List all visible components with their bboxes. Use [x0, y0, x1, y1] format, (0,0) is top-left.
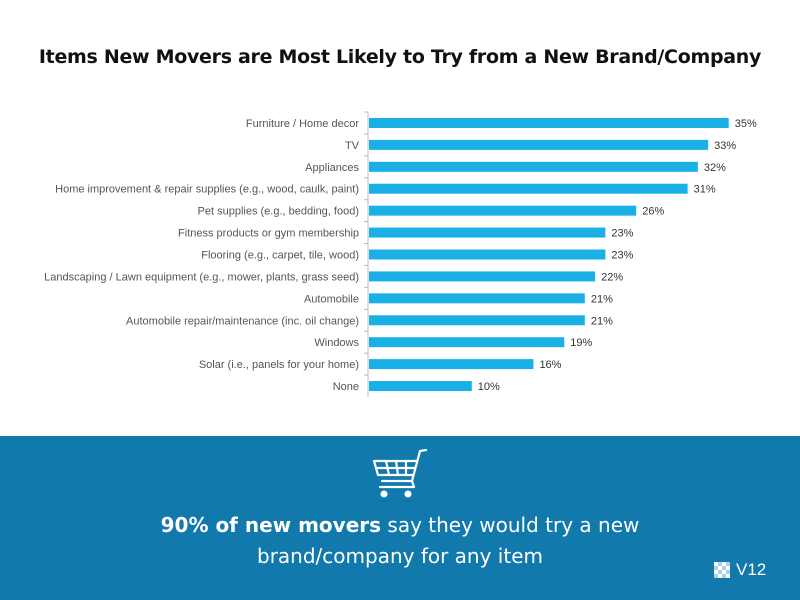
bar	[369, 183, 688, 194]
value-label: 19%	[570, 337, 592, 349]
shopping-cart-icon	[372, 448, 428, 498]
banner-line2: brand/company for any item	[257, 544, 543, 568]
bar	[369, 117, 729, 128]
category-label: Pet supplies (e.g., bedding, food)	[198, 206, 359, 218]
value-label: 22%	[601, 271, 623, 283]
value-label: 33%	[714, 140, 736, 152]
bar	[369, 315, 585, 326]
value-label: 16%	[539, 359, 561, 371]
category-label: Automobile	[304, 293, 359, 305]
value-label: 23%	[611, 250, 633, 262]
bar	[369, 205, 637, 216]
bar-chart: Furniture / Home decor 35% TV 33% Appliances…	[44, 111, 757, 397]
value-label: 32%	[704, 162, 726, 174]
category-label: Automobile repair/maintenance (inc. oil …	[126, 315, 359, 327]
category-label: Appliances	[305, 162, 359, 174]
category-label: Furniture / Home decor	[246, 118, 359, 130]
value-label: 35%	[735, 118, 757, 130]
category-label: Home improvement & repair supplies (e.g.…	[55, 184, 359, 196]
category-label: Solar (i.e., panels for your home)	[199, 359, 359, 371]
bar	[369, 161, 698, 172]
category-label: TV	[345, 140, 360, 152]
category-label: Fitness products or gym membership	[178, 228, 359, 240]
bar	[369, 381, 472, 392]
value-label: 31%	[694, 184, 716, 196]
bar	[369, 227, 606, 238]
bar	[369, 271, 596, 282]
value-label: 26%	[642, 206, 664, 218]
bar	[369, 249, 606, 260]
value-label: 10%	[478, 381, 500, 393]
banner-text: 90% of new movers say they would try a n…	[100, 510, 700, 572]
category-label: Flooring (e.g., carpet, tile, wood)	[201, 250, 359, 262]
bar	[369, 359, 534, 370]
value-label: 23%	[611, 228, 633, 240]
brand-name: V12	[736, 560, 767, 579]
value-label: 21%	[591, 315, 613, 327]
bar	[369, 139, 709, 150]
bar	[369, 337, 565, 348]
checkered-logo-icon	[714, 562, 730, 578]
category-label: Windows	[314, 337, 359, 349]
category-label: None	[333, 381, 359, 393]
banner-rest-line1: say they would try a new	[381, 513, 640, 537]
value-label: 21%	[591, 293, 613, 305]
bar	[369, 293, 585, 304]
category-label: Landscaping / Lawn equipment (e.g., mowe…	[44, 271, 359, 283]
banner-highlight: 90% of new movers	[160, 513, 382, 537]
chart-title: Items New Movers are Most Likely to Try …	[38, 46, 762, 68]
brand-logo: V12	[714, 560, 766, 580]
summary-banner	[0, 436, 800, 600]
